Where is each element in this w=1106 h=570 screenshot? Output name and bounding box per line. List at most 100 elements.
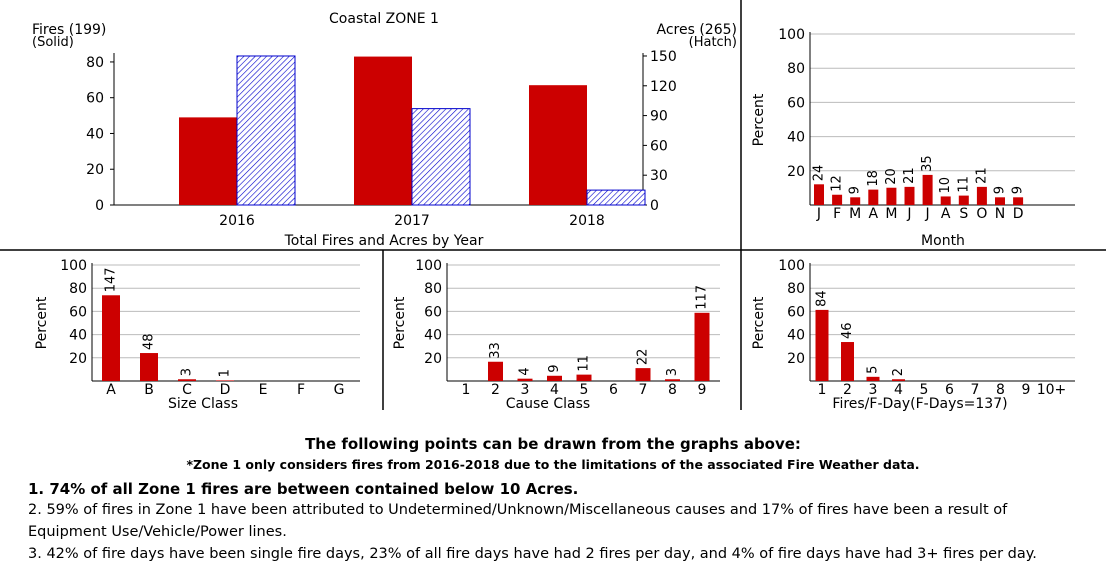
bar xyxy=(868,189,879,205)
bar-value-label: 33 xyxy=(488,342,503,359)
left-tick-label: 20 xyxy=(86,162,104,178)
x-tick-label: 10+ xyxy=(1037,382,1067,398)
x-tick-label: 2018 xyxy=(569,213,605,229)
fires-bar xyxy=(179,117,237,205)
right-axis-sublabel: (Hatch) xyxy=(689,35,737,50)
x-tick-label: 5 xyxy=(920,382,929,398)
y-tick-label: 20 xyxy=(787,351,805,367)
x-tick-label: A xyxy=(106,382,116,398)
x-tick-label: 2 xyxy=(843,382,852,398)
right-tick-label: 150 xyxy=(650,49,677,65)
bar-value-label: 12 xyxy=(830,175,845,192)
x-axis-label: Size Class xyxy=(168,396,238,412)
bar xyxy=(922,174,933,205)
right-tick-label: 30 xyxy=(650,168,668,184)
y-tick-label: 40 xyxy=(787,328,805,344)
x-axis-label: Total Fires and Acres by Year xyxy=(284,233,484,249)
x-tick-label: J xyxy=(906,206,911,222)
chart-title: Coastal ZONE 1 xyxy=(329,11,439,27)
bar-value-label: 46 xyxy=(840,322,855,339)
x-tick-label: 9 xyxy=(1022,382,1031,398)
notes-heading: The following points can be drawn from t… xyxy=(305,435,801,453)
x-axis-label: Cause Class xyxy=(506,396,590,412)
left-axis-label: Fires (199) xyxy=(32,22,106,38)
x-tick-label: M xyxy=(885,206,897,222)
bar xyxy=(665,379,680,381)
x-tick-label: 9 xyxy=(698,382,707,398)
bar-value-label: 9 xyxy=(993,186,1008,194)
bar-value-label: 5 xyxy=(866,366,881,374)
x-tick-label: 7 xyxy=(639,382,648,398)
x-tick-label: J xyxy=(925,206,930,222)
bar xyxy=(140,353,158,381)
x-tick-label: O xyxy=(976,206,987,222)
bar xyxy=(694,312,710,381)
bar xyxy=(216,380,234,381)
y-tick-label: 100 xyxy=(415,258,442,274)
x-tick-label: 5 xyxy=(580,382,589,398)
bar-value-label: 24 xyxy=(812,165,827,182)
fires-bar xyxy=(529,85,587,205)
size-chart: 20 40 60 80 100 Percent 147 A 48 B 3 C 1 D E F G Size Cla… xyxy=(34,258,360,412)
note-point-3: 3. 42% of fire days have been single fir… xyxy=(28,546,1037,562)
bar xyxy=(488,361,503,381)
y-tick-label: 60 xyxy=(787,304,805,320)
y-tick-label: 20 xyxy=(424,351,442,367)
x-tick-label: A xyxy=(869,206,879,222)
left-tick-label: 0 xyxy=(95,198,104,214)
x-tick-label: D xyxy=(1013,206,1024,222)
month-chart: 20 40 60 80 100 Percent 24 J 12 F 9 M 18 A 20 M 21 J 35 J 10… xyxy=(751,27,1075,249)
x-axis-label: Month xyxy=(921,233,965,249)
bar xyxy=(886,187,897,205)
right-axis-label: Acres (265) xyxy=(657,22,737,38)
note-point-1: 1. 74% of all Zone 1 fires are between c… xyxy=(28,480,579,498)
y-tick-label: 80 xyxy=(787,281,805,297)
bar xyxy=(976,186,987,205)
bar-value-label: 11 xyxy=(577,355,592,372)
right-tick-label: 0 xyxy=(650,198,659,214)
x-tick-label: S xyxy=(959,206,968,222)
x-tick-label: 2 xyxy=(491,382,500,398)
bar xyxy=(547,375,562,381)
x-tick-label: B xyxy=(144,382,154,398)
cause-chart: 20 40 60 80 100 Percent 1 33 2 4 3 9 4 11 5 6 22 7 3 8 117 9 C… xyxy=(392,258,720,412)
y-tick-label: 60 xyxy=(787,95,805,111)
x-axis-label: Fires/F-Day(F-Days=137) xyxy=(832,396,1007,412)
bar-value-label: 11 xyxy=(956,176,971,193)
right-tick-label: 90 xyxy=(650,109,668,125)
x-tick-label: 1 xyxy=(462,382,471,398)
y-tick-label: 100 xyxy=(778,258,805,274)
bar-value-label: 3 xyxy=(180,368,195,376)
bar xyxy=(102,295,120,381)
bar-value-label: 2 xyxy=(891,368,906,376)
bar xyxy=(178,379,196,381)
x-tick-label: F xyxy=(297,382,305,398)
y-tick-label: 100 xyxy=(60,258,87,274)
y-tick-label: 40 xyxy=(69,328,87,344)
x-tick-label: 2016 xyxy=(219,213,255,229)
x-tick-label: N xyxy=(995,206,1005,222)
x-tick-label: 2017 xyxy=(394,213,430,229)
fires-bar xyxy=(354,56,412,205)
x-tick-label: 1 xyxy=(818,382,827,398)
acres-bar xyxy=(411,108,471,206)
bar xyxy=(995,197,1005,205)
y-tick-label: 80 xyxy=(787,61,805,77)
bar-value-label: 117 xyxy=(695,285,710,310)
y-tick-label: 20 xyxy=(69,351,87,367)
y-axis-label: Percent xyxy=(751,296,767,349)
left-tick-label: 60 xyxy=(86,91,104,107)
y-tick-label: 60 xyxy=(69,304,87,320)
bar xyxy=(850,197,861,205)
bar-value-label: 21 xyxy=(974,167,989,184)
note-point-2b: Equipment Use/Vehicle/Power lines. xyxy=(28,524,287,540)
left-axis-sublabel: (Solid) xyxy=(32,35,74,50)
bar-value-label: 21 xyxy=(902,167,917,184)
x-tick-label: 6 xyxy=(609,382,618,398)
bar-value-label: 20 xyxy=(884,168,899,185)
y-tick-label: 60 xyxy=(424,304,442,320)
x-tick-label: 7 xyxy=(971,382,980,398)
x-tick-label: C xyxy=(182,382,192,398)
